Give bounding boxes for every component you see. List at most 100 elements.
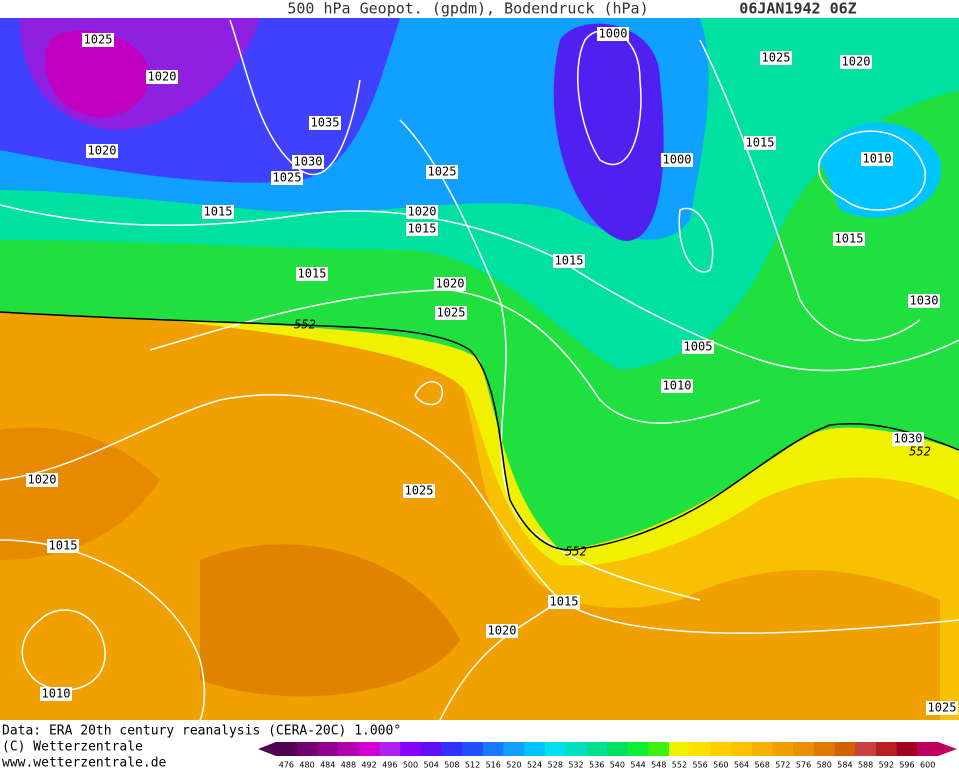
isobar-label-bg [296,267,328,281]
colorbar-label: 576 [796,761,811,770]
contour-label: 552 [909,445,931,459]
colorbar-label: 520 [506,761,521,770]
colorbar-label: 488 [341,761,356,770]
colorbar-swatch [586,742,608,756]
isobar-label: 1010 [42,687,71,701]
colorbar-swatch [503,742,525,756]
isobar-label: 1015 [408,222,437,236]
colorbar-label: 476 [279,761,294,770]
isobar-label: 1025 [273,171,302,185]
map-date: 06JAN1942 06Z [739,0,856,18]
isobar-label-bg [47,539,79,553]
colorbar-swatch [751,742,773,756]
isobar-label: 1035 [311,116,340,130]
isobar-label: 1020 [488,624,517,638]
colorbar-swatch [544,742,567,756]
isobar-label-bg [926,701,958,715]
isobar-label-bg [406,205,438,219]
isobar-label-bg [406,222,438,236]
colorbar-label: 524 [527,761,542,770]
isobar-label-bg [434,277,466,291]
colorbar-swatch [524,742,546,756]
isobar-label: 1000 [599,27,628,41]
colorbar-swatch [731,742,753,756]
isobar-label: 1020 [436,277,465,291]
isobar-label-bg [597,27,629,41]
colorbar-swatch [855,742,877,756]
isobar-label: 1020 [28,473,57,487]
colorbar-label: 516 [486,761,501,770]
isobar-label: 1015 [298,267,327,281]
isobar-label: 1000 [663,153,692,167]
colorbar-swatch [648,742,670,756]
colorbar-label: 600 [920,761,935,770]
colorbar-swatch [379,742,401,756]
isobar-label-bg [86,144,118,158]
map-title: 500 hPa Geopot. (gpdm), Bodendruck (hPa) [287,0,648,18]
colorbar-label: 560 [713,761,728,770]
isobar-label: 1025 [437,306,466,320]
isobar-label-bg [548,595,580,609]
isobar-label-bg [426,165,458,179]
isobar-label-bg [861,152,893,166]
isobar-label-bg [82,33,114,47]
colorbar-swatch [482,742,505,756]
isobar-label: 1015 [835,232,864,246]
isobar-label: 1020 [148,70,177,84]
isobar-label-bg [435,306,467,320]
colorbar-label: 528 [548,761,563,770]
colorbar-swatch [317,742,339,756]
colorbar-swatch [276,742,298,756]
isobar-label-bg [40,687,72,701]
isobar-label-bg [908,294,940,308]
isobar-label-bg [26,473,58,487]
isobar-label-bg [892,432,924,446]
isobar-label: 1015 [555,254,584,268]
colorbar-swatch [669,742,691,756]
contour-552 [0,311,959,551]
colorbar-swatch [420,742,442,756]
colorbar-label: 548 [651,761,666,770]
colorbar-arrow-low [258,742,276,756]
isobar-label: 1015 [49,539,78,553]
contour-label: 552 [294,318,316,332]
contour-label: 552 [565,545,587,559]
isobar-label-bg [309,116,341,130]
colorbar-swatch [296,742,318,756]
site-url: www.wetterzentrale.de [2,756,167,770]
header-bg [0,0,959,18]
colorbar-label: 596 [899,761,914,770]
isobar-label: 1020 [88,144,117,158]
colorbar-swatch [358,742,380,756]
colorbar-swatch [400,742,422,756]
colorbar-swatch [793,742,815,756]
isobar-label: 1025 [428,165,457,179]
colorbar-label: 480 [299,761,314,770]
isobar-label-bg [744,136,776,150]
colorbar-label: 568 [755,761,770,770]
colorbar-label: 544 [630,761,645,770]
colorbar-label: 536 [589,761,604,770]
isobar-label: 1015 [204,205,233,219]
isobar-label-bg [271,171,303,185]
isobar-label-bg [146,70,178,84]
colorbar-label: 496 [382,761,397,770]
isobar-label: 1015 [746,136,775,150]
colorbar-label: 540 [610,761,625,770]
colorbar-label: 588 [858,761,873,770]
isobar-label: 1025 [928,701,957,715]
colorbar-label: 492 [361,761,376,770]
isobar-label: 1020 [408,205,437,219]
colorbar-swatch [338,742,360,756]
colorbar-swatch [772,742,794,756]
isobar-label: 1025 [762,51,791,65]
isobar-label-bg [202,205,234,219]
isobar-label-bg [661,379,693,393]
colorbar-swatch [710,742,732,756]
colorbar-label: 512 [465,761,480,770]
isobar-label: 1030 [894,432,923,446]
isobars [0,19,959,721]
colorbar-arrow-high [938,742,957,756]
colorbar-label: 508 [444,761,459,770]
